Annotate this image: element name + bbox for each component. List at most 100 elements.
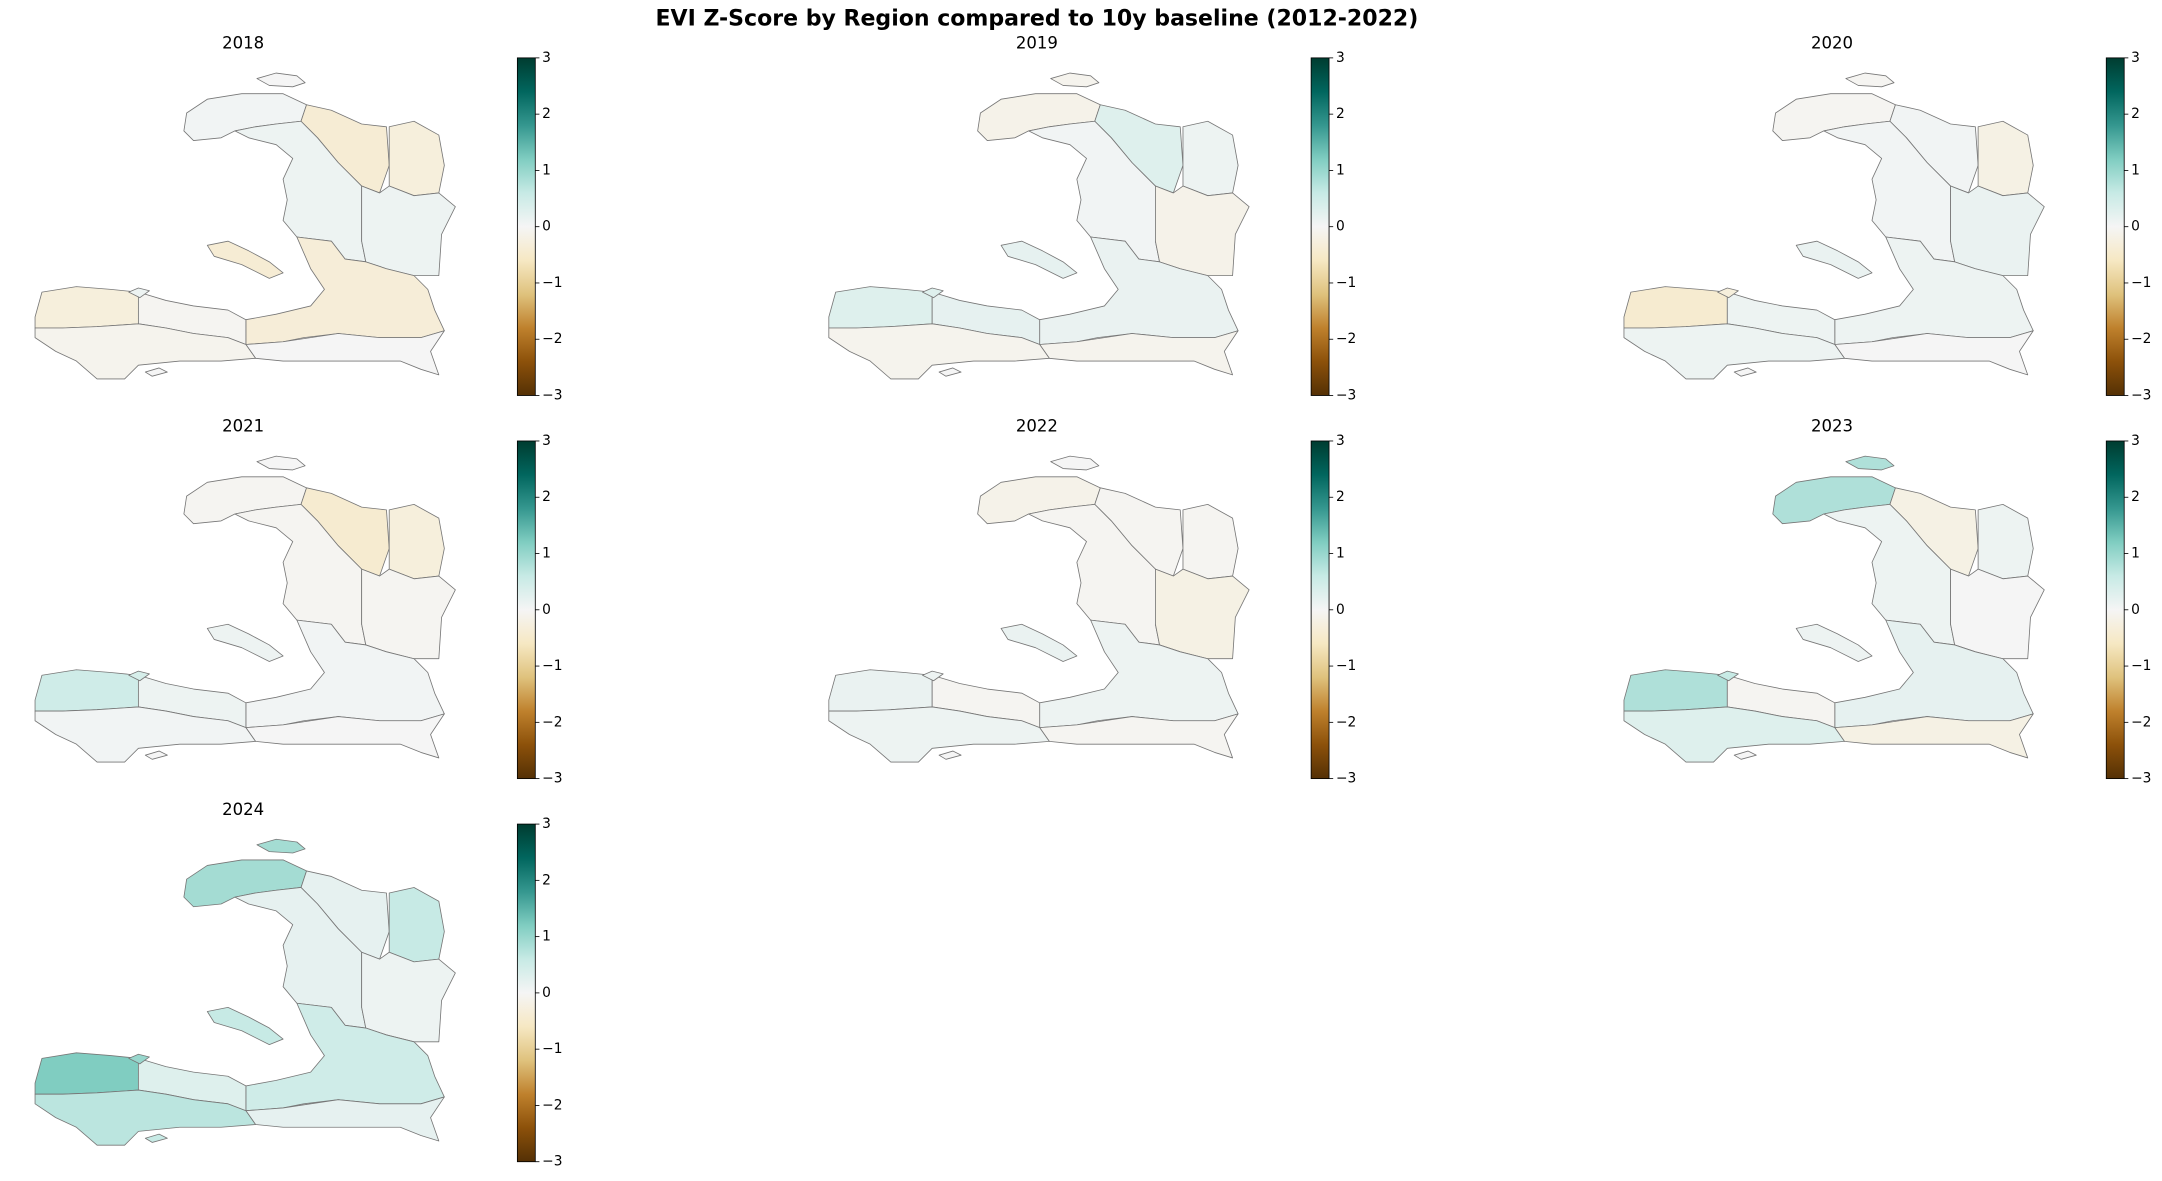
region [245,713,445,759]
colorbar-tick-label: −1 [1336,275,1356,291]
region [1623,706,1845,763]
colorbar-tick-label: 3 [1336,433,1345,449]
colorbar-tick-label: −2 [1336,331,1356,347]
colorbar-tick-label: −3 [542,1154,562,1170]
region [922,670,944,682]
region [128,287,150,299]
colorbar-tick-label: 0 [1336,219,1345,235]
region [1717,287,1739,299]
colorbar-tick-label: −2 [2131,331,2151,347]
colorbar-tick-label: −1 [542,275,562,291]
colorbar-tick-label: 3 [2131,433,2140,449]
region [938,750,962,760]
region [256,838,306,854]
region [1155,185,1250,277]
region [1000,240,1078,279]
colorbar-tick-label: 1 [1336,162,1345,178]
colorbar-tick-label: −1 [542,658,562,674]
region [1155,568,1250,660]
colorbar-tick-label: −1 [2131,275,2151,291]
region [1834,330,2034,376]
region [828,706,1050,763]
region [206,623,284,662]
region [922,287,944,299]
region [1795,240,1873,279]
colorbar-tick-label: 1 [542,546,551,562]
colorbar-tick-label: −3 [1336,771,1356,787]
colorbar-tick-label: −3 [542,771,562,787]
colorbar-tick-label: 1 [542,162,551,178]
region [361,568,456,660]
colorbar-tick-label: 2 [542,106,551,122]
region [1050,455,1100,471]
map-panel: 2023 −3 −2 −1 0 1 2 3 [1623,417,2151,787]
map-panel: 2021 −3 −2 −1 0 1 2 3 [34,417,562,787]
colorbar-tick-label: −3 [2131,388,2151,404]
colorbar-tick-label: −3 [1336,388,1356,404]
colorbar-tick-label: −2 [542,714,562,730]
figure-title: EVI Z-Score by Region compared to 10y ba… [655,6,1418,31]
colorbar-tick-label: −1 [1336,658,1356,674]
region [144,367,168,377]
colorbar-tick-label: 1 [542,929,551,945]
region [1039,713,1239,759]
map-panel: 2024 −3 −2 −1 0 1 2 3 [34,800,562,1170]
colorbar-tick-label: −3 [542,388,562,404]
region [1977,503,2034,580]
colorbar-tick-label: −2 [2131,714,2151,730]
colorbar-tick-label: 0 [1336,602,1345,618]
colorbar-tick-label: 3 [1336,50,1345,66]
colorbar-tick-label: 1 [2131,162,2140,178]
colorbar-tick-label: 2 [2131,489,2140,505]
colorbar-tick-label: 2 [1336,489,1345,505]
panel-title: 2021 [222,417,264,436]
region [1050,72,1100,88]
colorbar-tick-label: 2 [1336,106,1345,122]
region [1733,750,1757,760]
region [144,1133,168,1143]
region [34,669,139,712]
region [388,503,445,580]
region [34,286,139,329]
colorbar [516,440,536,780]
region [144,750,168,760]
region [1623,669,1728,712]
region [828,286,933,329]
colorbar-tick-label: 2 [2131,106,2140,122]
map-panel: 2018 −3 −2 −1 0 1 2 3 [34,34,562,404]
colorbar-tick-label: 2 [542,489,551,505]
region [1717,670,1739,682]
region [1977,120,2034,197]
region [828,669,933,712]
region [206,240,284,279]
region [1623,286,1728,329]
colorbar-tick-label: −3 [2131,771,2151,787]
colorbar-tick-label: −1 [542,1041,562,1057]
region [256,72,306,88]
map-panel: 2019 −3 −2 −1 0 1 2 3 [828,34,1356,404]
colorbar-tick-label: 0 [2131,219,2140,235]
colorbar-tick-label: −2 [1336,714,1356,730]
colorbar-tick-label: 0 [542,602,551,618]
colorbar-tick-label: −1 [2131,658,2151,674]
region [388,887,445,963]
colorbar-tick-label: 0 [2131,602,2140,618]
region [34,323,256,380]
colorbar-tick-label: 3 [2131,50,2140,66]
region [34,706,256,763]
colorbar [516,57,536,396]
region [1845,455,1895,471]
colorbar [2105,57,2125,396]
colorbar-tick-label: 3 [542,50,551,66]
region [938,367,962,377]
colorbar [1310,57,1330,396]
panel-title: 2018 [222,34,264,53]
region [1733,367,1757,377]
region [1623,323,1845,380]
map-panel: 2022 −3 −2 −1 0 1 2 3 [828,417,1356,787]
region [34,1052,139,1095]
colorbar-tick-label: 3 [542,433,551,449]
region [388,120,445,197]
region [1834,713,2034,759]
